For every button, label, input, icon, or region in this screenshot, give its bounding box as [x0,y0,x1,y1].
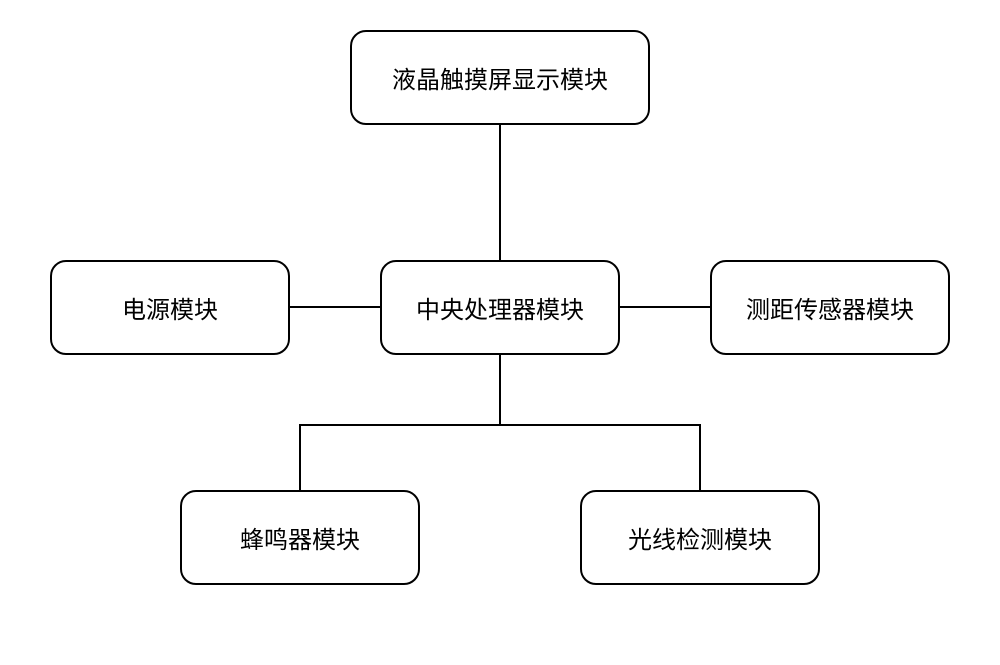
node-distance-sensor: 测距传感器模块 [710,260,950,355]
node-buzzer: 蜂鸣器模块 [180,490,420,585]
node-label: 光线检测模块 [628,520,772,555]
edge-left-center [290,306,380,308]
node-cpu: 中央处理器模块 [380,260,620,355]
edge-center-right [620,306,710,308]
node-light-detection: 光线检测模块 [580,490,820,585]
node-label: 中央处理器模块 [416,290,584,325]
edge-center-down [499,355,501,426]
edge-junction-bar [299,424,701,426]
edge-junction-bottom-right [699,424,701,490]
node-lcd-touch-display: 液晶触摸屏显示模块 [350,30,650,125]
node-label: 液晶触摸屏显示模块 [392,60,608,95]
node-label: 蜂鸣器模块 [240,520,360,555]
edge-top-center [499,125,501,260]
edge-junction-bottom-left [299,424,301,490]
node-label: 电源模块 [122,290,218,325]
node-label: 测距传感器模块 [746,290,914,325]
node-power: 电源模块 [50,260,290,355]
